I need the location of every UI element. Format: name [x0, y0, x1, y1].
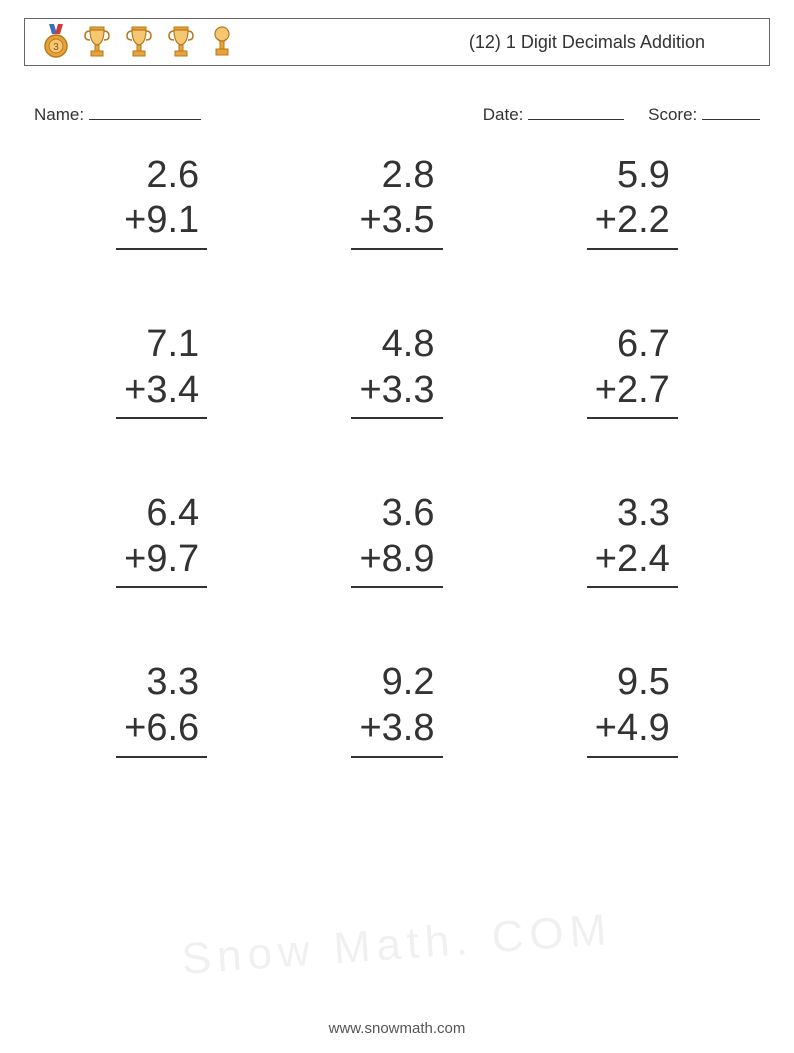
problem-operand-top: 6.4	[116, 491, 207, 537]
watermark: Snow Math. COM	[180, 905, 614, 985]
problem-operand-bottom: +3.5	[351, 198, 442, 250]
score-field: Score:	[648, 102, 760, 125]
problem: 6.7+2.7	[535, 322, 730, 419]
score-blank	[702, 102, 760, 120]
problems-grid: 2.6+9.12.8+3.55.9+2.27.1+3.44.8+3.36.7+2…	[24, 153, 770, 758]
problem: 3.3+2.4	[535, 491, 730, 588]
trophy-icon	[167, 25, 195, 59]
problem-operand-bottom: +4.9	[587, 706, 678, 758]
problem: 5.9+2.2	[535, 153, 730, 250]
score-label: Score:	[648, 105, 697, 124]
problem-operand-top: 4.8	[351, 322, 442, 368]
problem: 2.6+9.1	[64, 153, 259, 250]
trophy-icon	[83, 25, 111, 59]
problem: 3.6+8.9	[299, 491, 494, 588]
problem-operand-top: 6.7	[587, 322, 678, 368]
medal-icon: 3	[43, 24, 69, 60]
problem-operand-bottom: +9.1	[116, 198, 207, 250]
trophy-icon	[125, 25, 153, 59]
problem-operand-bottom: +9.7	[116, 537, 207, 589]
problem-inner: 2.8+3.5	[351, 153, 442, 250]
problem-inner: 3.3+2.4	[587, 491, 678, 588]
problem-operand-top: 9.2	[351, 660, 442, 706]
problem: 7.1+3.4	[64, 322, 259, 419]
problem-operand-top: 2.6	[116, 153, 207, 199]
problem-operand-top: 5.9	[587, 153, 678, 199]
problem: 9.2+3.8	[299, 660, 494, 757]
name-field: Name:	[34, 102, 483, 125]
trophy-ball-icon	[209, 25, 235, 59]
problem-inner: 5.9+2.2	[587, 153, 678, 250]
problem-operand-bottom: +8.9	[351, 537, 442, 589]
problem-inner: 4.8+3.3	[351, 322, 442, 419]
problem-operand-bottom: +2.7	[587, 368, 678, 420]
problem: 2.8+3.5	[299, 153, 494, 250]
name-blank	[89, 102, 201, 120]
footer-text: www.snowmath.com	[0, 1020, 794, 1037]
problem: 9.5+4.9	[535, 660, 730, 757]
problem-inner: 7.1+3.4	[116, 322, 207, 419]
header-icons: 3	[43, 24, 235, 60]
problem-operand-bottom: +2.2	[587, 198, 678, 250]
problem-operand-top: 2.8	[351, 153, 442, 199]
problem-operand-top: 7.1	[116, 322, 207, 368]
info-row: Name: Date: Score:	[24, 102, 770, 125]
date-field: Date:	[483, 102, 624, 125]
problem-operand-bottom: +3.4	[116, 368, 207, 420]
problem-operand-top: 3.3	[587, 491, 678, 537]
problem: 3.3+6.6	[64, 660, 259, 757]
date-label: Date:	[483, 105, 524, 124]
problem-inner: 6.4+9.7	[116, 491, 207, 588]
problem-operand-bottom: +6.6	[116, 706, 207, 758]
problem-inner: 6.7+2.7	[587, 322, 678, 419]
problem-inner: 9.2+3.8	[351, 660, 442, 757]
problem-operand-top: 3.6	[351, 491, 442, 537]
worksheet-page: 3	[0, 0, 794, 1053]
name-label: Name:	[34, 105, 84, 124]
problem-inner: 3.3+6.6	[116, 660, 207, 757]
header-box: 3	[24, 18, 770, 66]
problem-inner: 2.6+9.1	[116, 153, 207, 250]
worksheet-title: (12) 1 Digit Decimals Addition	[469, 32, 755, 53]
date-blank	[528, 102, 624, 120]
problem-operand-top: 3.3	[116, 660, 207, 706]
problem-inner: 9.5+4.9	[587, 660, 678, 757]
problem-operand-bottom: +3.8	[351, 706, 442, 758]
problem-operand-bottom: +2.4	[587, 537, 678, 589]
problem-operand-bottom: +3.3	[351, 368, 442, 420]
problem: 6.4+9.7	[64, 491, 259, 588]
problem-operand-top: 9.5	[587, 660, 678, 706]
problem: 4.8+3.3	[299, 322, 494, 419]
svg-text:3: 3	[53, 42, 59, 53]
problem-inner: 3.6+8.9	[351, 491, 442, 588]
